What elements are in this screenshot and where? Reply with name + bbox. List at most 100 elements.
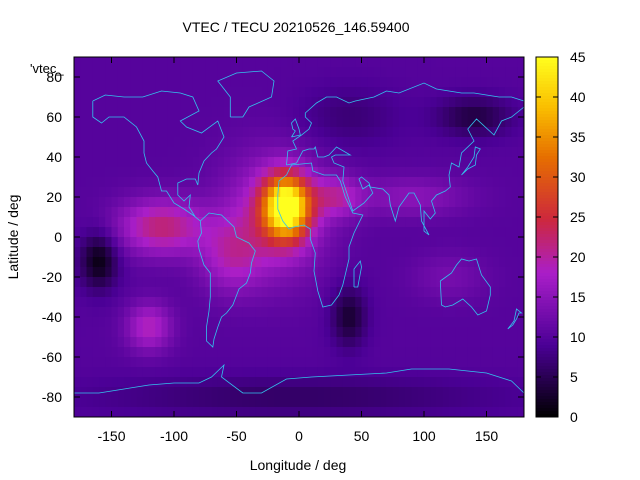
heatmap-cell xyxy=(367,217,375,228)
heatmap-cell xyxy=(86,317,94,328)
heatmap-cell xyxy=(192,307,200,318)
heatmap-cell xyxy=(492,357,500,368)
heatmap-cell xyxy=(511,207,519,218)
heatmap-cell xyxy=(274,287,281,298)
heatmap-cell xyxy=(305,397,312,408)
heatmap-cell xyxy=(392,107,400,118)
heatmap-cell xyxy=(442,337,450,348)
heatmap-cell xyxy=(292,187,300,198)
heatmap-cell xyxy=(449,227,456,238)
heatmap-cell xyxy=(180,167,187,178)
heatmap-cell xyxy=(311,197,319,208)
heatmap-cell xyxy=(474,337,481,348)
heatmap-cell xyxy=(92,177,100,188)
coastline-britain xyxy=(291,118,301,138)
heatmap-cell xyxy=(111,397,119,408)
colorbar-segment xyxy=(536,327,558,331)
heatmap-cell xyxy=(280,407,287,418)
heatmap-cell xyxy=(392,277,400,288)
heatmap-cell xyxy=(136,257,144,268)
heatmap-cell xyxy=(361,107,369,118)
heatmap-cell xyxy=(199,217,206,228)
heatmap-cell xyxy=(230,177,237,188)
heatmap-cell xyxy=(192,257,200,268)
heatmap-cell xyxy=(386,307,394,318)
heatmap-cell xyxy=(467,187,475,198)
heatmap-cell xyxy=(411,57,419,68)
heatmap-cell xyxy=(424,137,431,148)
heatmap-cell xyxy=(105,297,112,308)
heatmap-cell xyxy=(267,257,275,268)
heatmap-cell xyxy=(424,407,431,418)
heatmap-cell xyxy=(255,177,262,188)
heatmap-cell xyxy=(324,107,331,118)
heatmap-cell xyxy=(192,347,200,358)
heatmap-cell xyxy=(349,137,356,148)
heatmap-cell xyxy=(261,127,269,138)
heatmap-cell xyxy=(205,347,212,358)
heatmap-cell xyxy=(267,287,275,298)
heatmap-cell xyxy=(430,67,437,78)
heatmap-cell xyxy=(117,337,125,348)
heatmap-cell xyxy=(342,127,350,138)
heatmap-cell xyxy=(192,297,200,308)
heatmap-cell xyxy=(261,247,269,258)
heatmap-cell xyxy=(261,337,269,348)
heatmap-cell xyxy=(324,137,331,148)
heatmap-cell xyxy=(424,257,431,268)
heatmap-cell xyxy=(324,147,331,158)
heatmap-cell xyxy=(74,257,81,268)
heatmap-cell xyxy=(249,327,256,338)
heatmap-cell xyxy=(436,217,444,228)
heatmap-cell xyxy=(449,277,456,288)
heatmap-cell xyxy=(467,407,475,418)
heatmap-cell xyxy=(405,177,412,188)
heatmap-cell xyxy=(261,67,269,78)
heatmap-cell xyxy=(161,237,169,248)
heatmap-cell xyxy=(267,117,275,128)
heatmap-cell xyxy=(467,87,475,98)
heatmap-cell xyxy=(305,317,312,328)
heatmap-cell xyxy=(255,397,262,408)
heatmap-cell xyxy=(330,127,337,138)
heatmap-cell xyxy=(224,227,231,238)
heatmap-cell xyxy=(217,337,225,348)
heatmap-cell xyxy=(92,167,100,178)
heatmap-cell xyxy=(417,387,425,398)
heatmap-cell xyxy=(505,117,512,128)
heatmap-cell xyxy=(111,147,119,158)
heatmap-cell xyxy=(142,197,150,208)
heatmap-cell xyxy=(230,137,237,148)
colorbar-tick-label: 20 xyxy=(570,249,586,265)
heatmap-cell xyxy=(161,177,169,188)
heatmap-cell xyxy=(167,377,175,388)
heatmap-cell xyxy=(111,307,119,318)
colorbar-segment xyxy=(536,312,558,316)
heatmap-cell xyxy=(249,217,256,228)
heatmap-cell xyxy=(492,167,500,178)
heatmap-cell xyxy=(274,187,281,198)
heatmap-cell xyxy=(499,257,506,268)
heatmap-cell xyxy=(105,177,112,188)
heatmap-cell xyxy=(149,217,156,228)
heatmap-cell xyxy=(405,337,412,348)
heatmap-cell xyxy=(492,267,500,278)
heatmap-cell xyxy=(149,137,156,148)
heatmap-cell xyxy=(499,207,506,218)
heatmap-cell xyxy=(405,307,412,318)
heatmap-cell xyxy=(311,287,319,298)
heatmap-cell xyxy=(186,307,194,318)
heatmap-cell xyxy=(380,57,387,68)
heatmap-cell xyxy=(436,407,444,418)
heatmap-cell xyxy=(305,77,312,88)
heatmap-cell xyxy=(455,387,462,398)
heatmap-cell xyxy=(317,97,325,108)
colorbar-segment xyxy=(536,174,558,178)
coastline-eurasia xyxy=(286,82,525,166)
heatmap-cell xyxy=(336,107,344,118)
heatmap-cell xyxy=(405,157,412,168)
heatmap-cell xyxy=(392,297,400,308)
heatmap-cell xyxy=(136,137,144,148)
heatmap-cell xyxy=(417,267,425,278)
heatmap-cell xyxy=(111,247,119,258)
